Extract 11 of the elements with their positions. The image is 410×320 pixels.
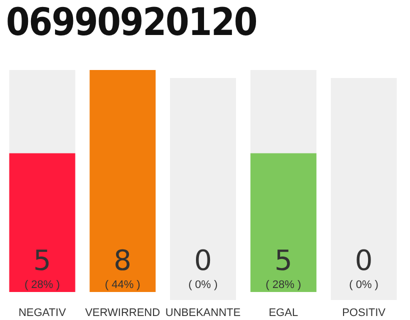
- data-label: 5 ( 28% ): [24, 244, 60, 291]
- data-label: 0 ( 0% ): [188, 244, 218, 291]
- x-tick-label: VERWIRREND: [85, 307, 160, 319]
- x-tick-label: UNBEKANNTE: [165, 307, 241, 319]
- x-tick-label: NEGATIV: [18, 307, 67, 319]
- x-tick-label: EGAL: [268, 307, 298, 319]
- data-label: 8 ( 44% ): [104, 244, 140, 291]
- x-tick-label: POSITIV: [342, 307, 386, 319]
- data-label: 5 ( 28% ): [266, 244, 302, 291]
- chart-title: 06990920120: [6, 0, 257, 44]
- data-label: 0 ( 0% ): [349, 244, 378, 291]
